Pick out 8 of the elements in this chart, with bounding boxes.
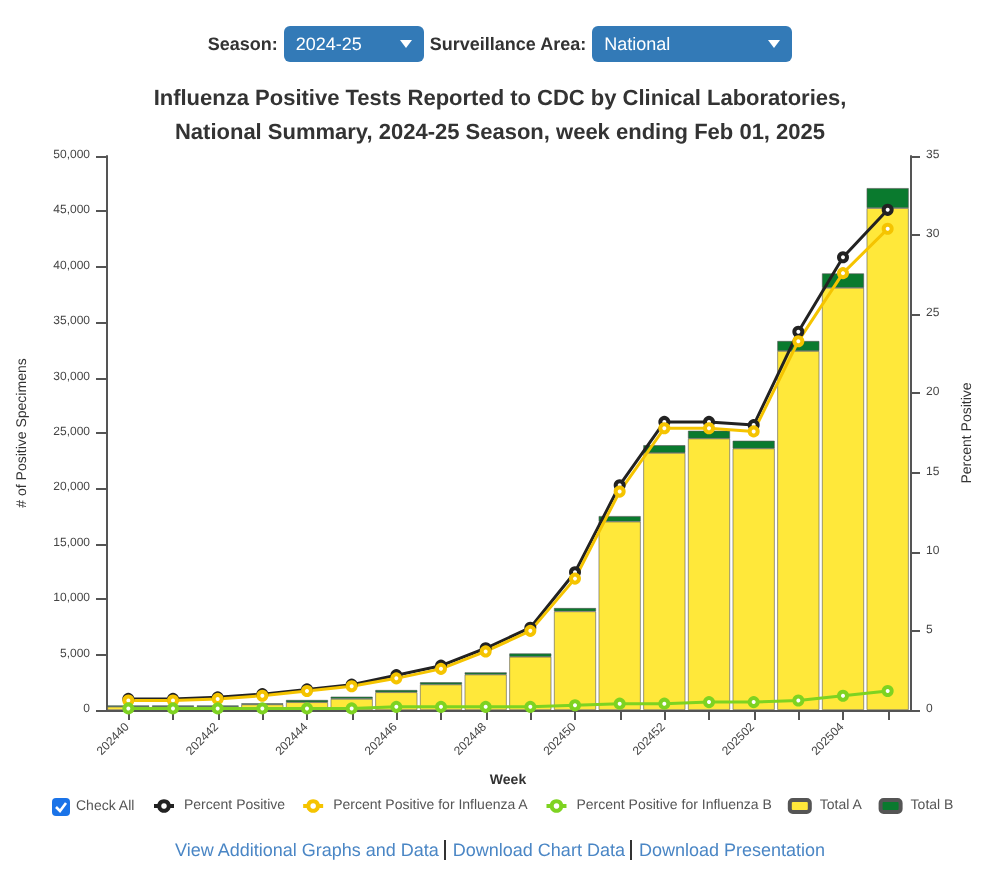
text: Surveillance Area: (429, 34, 587, 54)
text: View Additional Graphs and Data (174, 840, 439, 860)
text: Download Presentation (630, 840, 826, 860)
dropdown: 2024-25 (283, 26, 424, 62)
chart-title: Influenza Positive Tests Reported to CDC by Clinical Laboratories, National Summary, 2024-25 Season, week ending Feb 01, 2025 (153, 87, 847, 145)
text: Download Chart Data (444, 840, 625, 860)
dropdown: National (592, 26, 793, 62)
text: Season: (207, 34, 278, 54)
